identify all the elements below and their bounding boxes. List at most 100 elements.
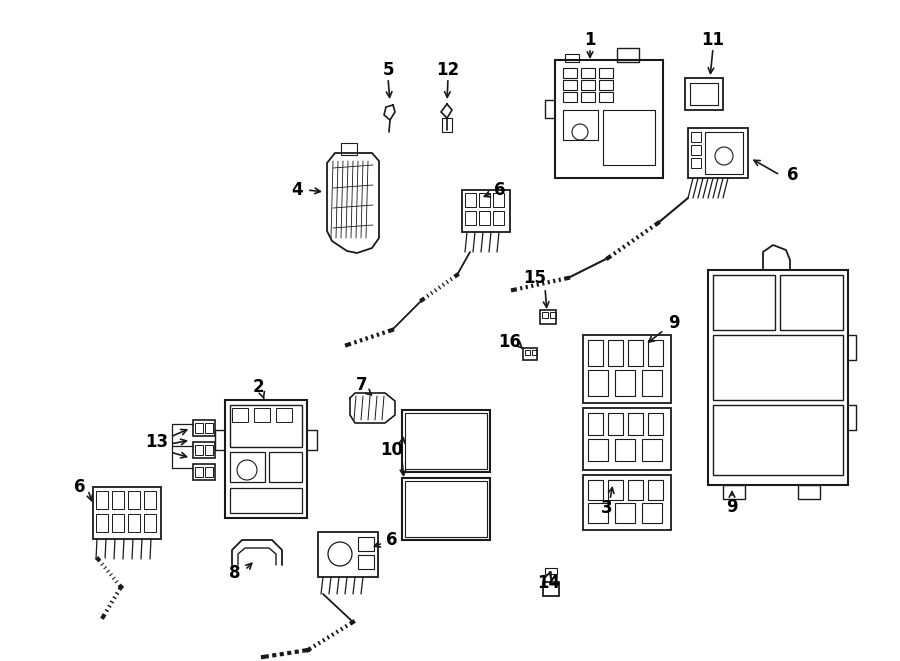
Bar bbox=[565, 54, 579, 62]
Bar bbox=[588, 340, 603, 366]
Bar bbox=[112, 491, 124, 509]
Bar bbox=[254, 408, 270, 422]
Bar bbox=[193, 442, 215, 458]
Bar bbox=[615, 503, 635, 523]
Bar bbox=[688, 128, 748, 178]
Text: 15: 15 bbox=[524, 269, 546, 287]
Bar bbox=[276, 408, 292, 422]
Bar bbox=[465, 193, 476, 207]
Bar bbox=[563, 80, 577, 90]
Bar bbox=[588, 439, 608, 461]
Bar bbox=[628, 480, 643, 500]
Bar bbox=[615, 439, 635, 461]
Bar bbox=[112, 514, 124, 532]
Bar bbox=[358, 555, 374, 569]
Text: 6: 6 bbox=[788, 166, 799, 184]
Bar bbox=[648, 340, 663, 366]
Bar bbox=[128, 514, 140, 532]
Bar bbox=[691, 158, 701, 168]
Text: 5: 5 bbox=[382, 61, 394, 79]
Bar bbox=[493, 211, 504, 225]
Text: 2: 2 bbox=[252, 378, 264, 396]
Bar bbox=[798, 485, 820, 499]
Bar bbox=[128, 491, 140, 509]
Bar bbox=[195, 445, 203, 455]
Bar bbox=[205, 423, 213, 433]
Bar bbox=[583, 475, 671, 530]
Text: 14: 14 bbox=[537, 574, 561, 592]
Bar bbox=[225, 400, 307, 518]
Bar bbox=[599, 92, 613, 102]
Bar bbox=[615, 370, 635, 396]
Bar bbox=[713, 405, 843, 475]
Text: 8: 8 bbox=[230, 564, 241, 582]
Bar bbox=[543, 582, 559, 596]
Bar bbox=[608, 340, 623, 366]
Bar bbox=[550, 312, 556, 318]
Bar bbox=[583, 408, 671, 470]
Text: 6: 6 bbox=[74, 478, 86, 496]
Bar bbox=[563, 110, 598, 140]
Bar bbox=[205, 445, 213, 455]
Text: 4: 4 bbox=[292, 181, 302, 199]
Bar bbox=[555, 60, 663, 178]
Bar bbox=[93, 487, 161, 539]
Text: 6: 6 bbox=[494, 181, 506, 199]
Bar bbox=[205, 467, 213, 477]
Bar bbox=[493, 193, 504, 207]
Bar bbox=[195, 423, 203, 433]
Bar bbox=[532, 350, 537, 355]
Bar bbox=[479, 211, 490, 225]
Text: 1: 1 bbox=[584, 31, 596, 49]
Bar bbox=[648, 480, 663, 500]
Text: 6: 6 bbox=[386, 531, 398, 549]
Bar bbox=[545, 568, 557, 574]
Bar bbox=[465, 211, 476, 225]
Bar bbox=[358, 537, 374, 551]
Bar bbox=[588, 413, 603, 435]
Bar bbox=[479, 193, 490, 207]
Bar bbox=[581, 92, 595, 102]
Bar bbox=[708, 270, 848, 485]
Bar bbox=[144, 514, 156, 532]
Bar bbox=[563, 68, 577, 78]
Text: 11: 11 bbox=[701, 31, 724, 49]
Bar bbox=[232, 408, 248, 422]
Bar bbox=[442, 118, 452, 132]
Bar bbox=[402, 410, 490, 472]
Bar bbox=[608, 413, 623, 435]
Bar bbox=[581, 80, 595, 90]
Bar bbox=[462, 190, 510, 232]
Bar bbox=[341, 143, 357, 155]
Bar bbox=[193, 464, 215, 480]
Bar bbox=[405, 413, 487, 469]
Text: 3: 3 bbox=[601, 499, 613, 517]
Bar bbox=[642, 370, 662, 396]
Text: 10: 10 bbox=[381, 441, 403, 459]
Bar bbox=[144, 491, 156, 509]
Text: 12: 12 bbox=[436, 61, 460, 79]
Bar bbox=[780, 275, 843, 330]
Bar bbox=[523, 348, 537, 360]
Bar bbox=[402, 478, 490, 540]
Bar bbox=[96, 514, 108, 532]
Bar bbox=[581, 68, 595, 78]
Bar bbox=[628, 340, 643, 366]
Bar bbox=[583, 335, 671, 403]
Bar bbox=[642, 439, 662, 461]
Bar bbox=[599, 80, 613, 90]
Bar bbox=[563, 92, 577, 102]
Bar bbox=[599, 68, 613, 78]
Bar bbox=[96, 491, 108, 509]
Bar bbox=[723, 485, 745, 499]
Text: 13: 13 bbox=[146, 433, 168, 451]
Bar bbox=[405, 481, 487, 537]
Bar bbox=[617, 48, 639, 62]
Bar bbox=[642, 503, 662, 523]
Bar bbox=[713, 275, 775, 330]
Text: 9: 9 bbox=[668, 314, 680, 332]
Bar bbox=[230, 405, 302, 447]
Bar bbox=[628, 413, 643, 435]
Bar bbox=[588, 370, 608, 396]
Bar bbox=[608, 480, 623, 500]
